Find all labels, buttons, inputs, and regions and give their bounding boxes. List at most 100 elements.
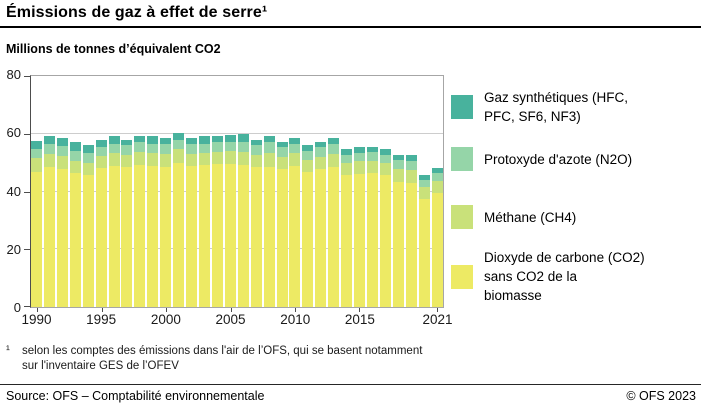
bar-segment: [186, 154, 198, 167]
bar-segment: [250, 155, 262, 168]
bar-segment: [341, 163, 353, 176]
bar-segment: [82, 175, 94, 307]
bar-segment: [95, 168, 107, 307]
bar-segment: [211, 164, 223, 307]
bar-segment: [134, 135, 146, 143]
bar-segment: [224, 134, 236, 142]
x-axis-label-2005: 2005: [215, 312, 246, 327]
bar-segment: [82, 153, 94, 164]
bar-segment: [186, 144, 198, 155]
bar-2002: [186, 76, 198, 307]
bar-segment: [379, 155, 391, 164]
bar-segment: [354, 153, 366, 162]
bar-segment: [224, 164, 236, 307]
bar-segment: [354, 174, 366, 307]
bar-1992: [56, 76, 68, 307]
bar-segment: [108, 136, 120, 144]
bar-2019: [405, 76, 417, 307]
bar-2013: [328, 76, 340, 307]
y-axis-label-80: 80: [6, 67, 21, 82]
bar-2014: [341, 76, 353, 307]
bar-segment: [198, 153, 210, 166]
bar-segment: [405, 155, 417, 162]
bar-2016: [366, 76, 378, 307]
bar-segment: [379, 149, 391, 156]
bar-segment: [263, 135, 275, 143]
bar-segment: [405, 183, 417, 307]
bar-segment: [250, 139, 262, 146]
bar-segment: [328, 154, 340, 168]
bar-segment: [366, 152, 378, 162]
bar-1996: [108, 76, 120, 307]
bar-segment: [108, 143, 120, 154]
bar-segment: [276, 147, 288, 158]
bar-segment: [82, 145, 94, 154]
y-tick-80: [24, 76, 30, 77]
bar-1998: [134, 76, 146, 307]
bar-segment: [237, 165, 249, 307]
bar-segment: [302, 160, 314, 173]
bar-segment: [237, 152, 249, 166]
bar-segment: [56, 137, 68, 147]
source-text: Source: OFS – Comptabilité environnement…: [6, 389, 265, 403]
legend-label: Gaz synthétiques (HFC, PFC, SF6, NF3): [484, 90, 629, 124]
bar-2007: [250, 76, 262, 307]
footnote: ¹ selon les comptes des émissions dans l…: [6, 344, 646, 373]
bar-2021: [431, 76, 443, 307]
bar-segment: [418, 175, 430, 180]
legend-label: Protoxyde d'azote (N2O): [484, 151, 633, 167]
bar-segment: [31, 172, 42, 307]
bar-2011: [302, 76, 314, 307]
bar-segment: [198, 136, 210, 144]
bar-segment: [147, 153, 159, 167]
bar-segment: [315, 141, 327, 148]
bar-1991: [43, 76, 55, 307]
gridline-40: [31, 190, 443, 192]
bar-segment: [289, 143, 301, 154]
bar-segment: [173, 163, 185, 307]
bar-segment: [31, 158, 42, 173]
x-tick-2000: [166, 308, 168, 312]
bar-segment: [250, 145, 262, 156]
bar-segment: [43, 154, 55, 168]
bar-1999: [147, 76, 159, 307]
bar-segment: [250, 167, 262, 307]
bar-2006: [237, 76, 249, 307]
bar-segment: [134, 142, 146, 153]
bar-segment: [69, 161, 81, 174]
bar-segment: [392, 169, 404, 182]
bar-segment: [173, 132, 185, 140]
bar-segment: [379, 163, 391, 176]
legend-label: Dioxyde de carbone (CO2) sans CO2 de la …: [484, 250, 645, 303]
bar-2018: [392, 76, 404, 307]
y-axis-label-40: 40: [6, 183, 21, 199]
x-axis-label-2010: 2010: [280, 312, 311, 327]
bar-segment: [224, 141, 236, 152]
x-tick-1995: [101, 308, 103, 312]
legend-swatch-gaz-synthetiques: [451, 95, 473, 119]
bar-segment: [431, 192, 443, 307]
bar-segment: [263, 153, 275, 168]
bar-segment: [198, 143, 210, 154]
bar-2010: [289, 76, 301, 307]
bar-segment: [328, 138, 340, 145]
bar-segment: [366, 161, 378, 174]
bar-segment: [69, 151, 81, 162]
footnote-marker: ¹: [6, 344, 10, 356]
bar-segment: [134, 165, 146, 307]
bar-segment: [418, 187, 430, 200]
y-tick-40: [24, 191, 30, 193]
bar-segment: [43, 167, 55, 307]
x-axis-label-2015: 2015: [344, 312, 375, 327]
bar-segment: [418, 199, 430, 307]
bar-1995: [95, 76, 107, 307]
bar-segment: [173, 149, 185, 164]
bar-1993: [69, 76, 81, 307]
bar-2008: [263, 76, 275, 307]
y-axis-label-20: 20: [6, 241, 21, 257]
plot-area: [24, 75, 444, 312]
bar-segment: [160, 144, 172, 155]
bar-segment: [43, 136, 55, 145]
legend-item-protoxyde-azote: Protoxyde d'azote (N2O): [451, 147, 699, 171]
bar-segment: [263, 142, 275, 154]
